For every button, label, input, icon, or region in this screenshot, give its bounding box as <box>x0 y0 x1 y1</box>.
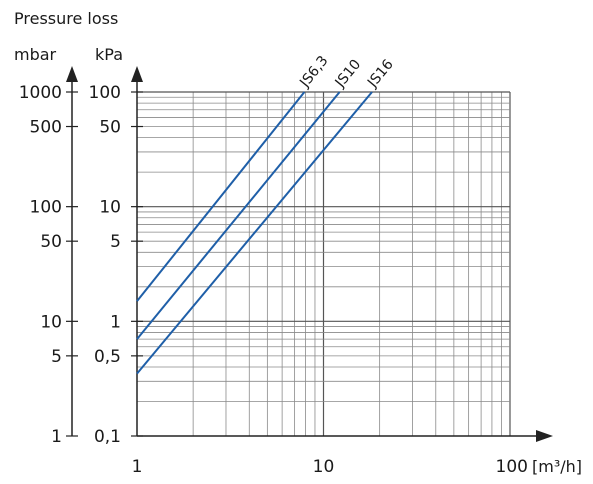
mbar-tick-label: 5 <box>51 347 62 367</box>
mbar-tick-label: 500 <box>30 118 62 138</box>
mbar-tick-label: 1 <box>51 427 62 447</box>
x-axis-unit: [m³/h] <box>532 457 582 476</box>
series-label: JS16 <box>364 57 397 92</box>
kpa-tick-label: 5 <box>110 232 121 252</box>
series-lines: JS6,3 JS10 JS16 <box>136 53 397 375</box>
kpa-tick-label: 100 <box>89 83 121 103</box>
kpa-tick-label: 0,5 <box>94 347 121 367</box>
chart-title: Pressure loss <box>14 9 118 28</box>
series-line <box>136 91 341 340</box>
kpa-axis-arrow-icon <box>131 66 143 82</box>
axes <box>66 66 553 442</box>
mbar-tick-label: 50 <box>40 232 62 252</box>
mbar-axis-arrow-icon <box>66 66 78 82</box>
series-line <box>136 91 373 375</box>
tick-labels: 1000 500 100 50 10 5 1 100 50 10 5 1 0,5 0,1 1 10 100 <box>19 83 528 477</box>
mbar-tick-label: 100 <box>30 198 62 218</box>
x-tick-label: 1 <box>132 457 143 477</box>
y-axis-unit-mbar: mbar <box>14 45 57 64</box>
x-tick-label: 100 <box>496 457 528 477</box>
kpa-tick-label: 0,1 <box>94 427 121 447</box>
series-line <box>136 91 306 302</box>
grid <box>137 91 511 436</box>
mbar-tick-label: 10 <box>40 312 62 332</box>
kpa-tick-label: 1 <box>110 312 121 332</box>
series-label: JS6,3 <box>296 53 331 91</box>
mbar-tick-label: 1000 <box>19 83 62 103</box>
x-tick-label: 10 <box>313 457 335 477</box>
kpa-tick-label: 10 <box>99 198 121 218</box>
kpa-tick-label: 50 <box>99 118 121 138</box>
x-axis-arrow-icon <box>536 430 553 442</box>
series-label: JS10 <box>332 57 365 92</box>
y-axis-unit-kpa: kPa <box>95 45 123 64</box>
